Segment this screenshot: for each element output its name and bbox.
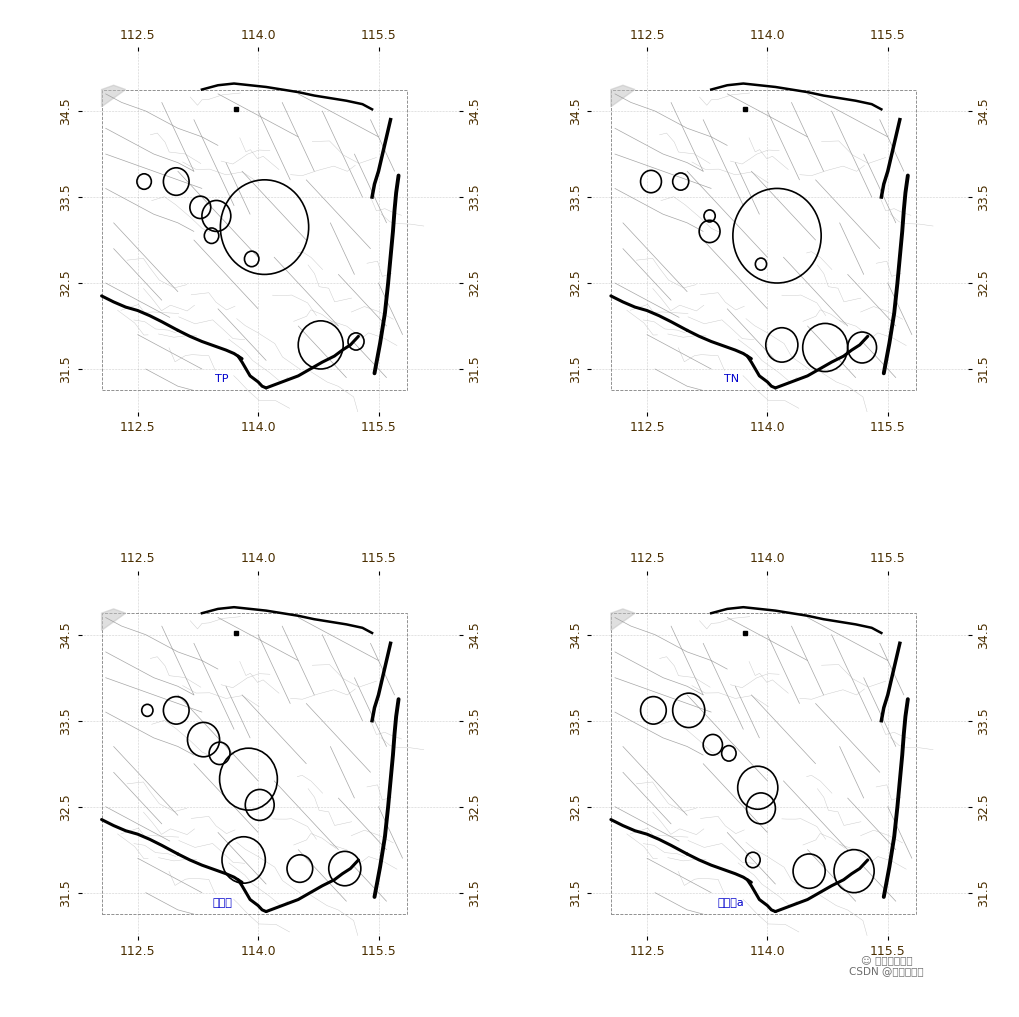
Bar [102, 89, 407, 391]
Polygon shape [610, 85, 635, 107]
Bar [102, 613, 407, 914]
Text: 叶綠素a: 叶綠素a [718, 898, 745, 908]
Text: ☺ 拓端数据部落
CSDN @拓端研究室: ☺ 拓端数据部落 CSDN @拓端研究室 [849, 955, 924, 976]
Bar [610, 89, 916, 391]
Bar [610, 613, 916, 914]
Text: TP: TP [215, 374, 228, 384]
Polygon shape [102, 85, 125, 107]
Text: 透明度: 透明度 [212, 898, 232, 908]
Text: TN: TN [723, 374, 739, 384]
Polygon shape [102, 609, 125, 631]
Polygon shape [610, 609, 635, 631]
